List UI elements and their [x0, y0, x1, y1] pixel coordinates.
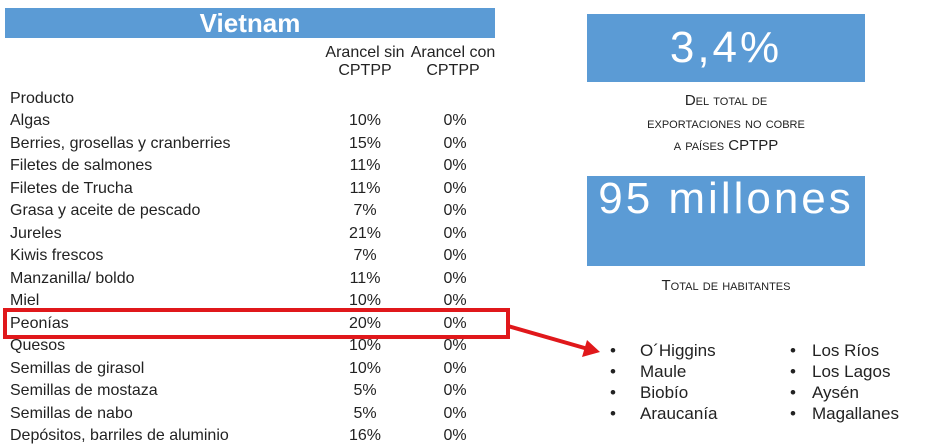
tariff-cell: 0% — [443, 359, 467, 377]
region: O´Higgins — [640, 341, 716, 360]
tariff-cell: 0% — [443, 179, 467, 197]
tariff-cell: 0% — [443, 314, 467, 332]
product-cell: Jureles — [10, 224, 62, 242]
region: Magallanes — [812, 404, 899, 423]
region: Los Lagos — [812, 362, 891, 381]
tariff-cell: 10% — [348, 292, 382, 309]
tariff-cell: 21% — [348, 224, 382, 242]
tariff-cell: 10% — [348, 359, 382, 377]
column-header: Arancel con CPTPP — [410, 44, 496, 79]
region: Biobío — [640, 383, 689, 402]
product-cell: Berries, grosellas y cranberries — [10, 134, 231, 152]
tariff-cell: 0% — [443, 427, 467, 444]
tariff-cell: 15% — [348, 134, 382, 152]
tariff-cell: 11% — [349, 157, 381, 174]
tariff-cell: 0% — [443, 382, 467, 399]
tariff-cell: 5% — [353, 382, 377, 399]
tariff-cell: 20% — [348, 314, 382, 332]
arrow-head — [582, 340, 600, 357]
bullet: • — [610, 341, 616, 360]
tariff-cell: 0% — [443, 202, 467, 219]
stat-caption: exportaciones no cobre — [647, 114, 805, 132]
tariff-cell: 11% — [349, 269, 381, 287]
product-cell: Filetes de salmones — [10, 157, 153, 174]
product-cell: Semillas de mostaza — [10, 382, 158, 399]
stat-caption: Del total de — [684, 92, 768, 109]
stat-caption: Total de habitantes — [661, 277, 791, 294]
table-title: Vietnam — [5, 8, 495, 38]
product-cell: Manzanilla/ boldo — [10, 269, 135, 287]
bullet: • — [790, 404, 796, 423]
column-header: Arancel sin CPTPP — [325, 44, 405, 79]
tariff-cell: 10% — [348, 112, 382, 129]
arrow-line — [507, 324, 589, 351]
product-cell: Depósitos, barriles de aluminio — [10, 427, 229, 444]
product-cell: Grasa y aceite de pescado — [10, 202, 201, 219]
product-cell: Peonías — [10, 314, 69, 332]
tariff-cell: 0% — [443, 269, 467, 287]
tariff-cell: 0% — [443, 134, 467, 152]
tariff-cell: 11% — [349, 179, 381, 197]
highlight-box — [3, 308, 510, 339]
product-cell: Quesos — [10, 337, 66, 354]
region: Araucanía — [640, 404, 718, 423]
product-cell: Semillas de nabo — [10, 404, 133, 422]
region: Los Ríos — [812, 341, 880, 360]
bullet: • — [790, 383, 796, 402]
bullet: • — [790, 362, 796, 381]
column-header: Producto — [10, 90, 75, 107]
region: Aysén — [812, 383, 859, 402]
region: Maule — [640, 362, 687, 381]
bullet: • — [610, 383, 616, 402]
tariff-cell: 7% — [353, 247, 377, 264]
bullet: • — [610, 404, 616, 423]
stat-caption: a países CPTPP — [673, 137, 779, 154]
product-cell: Kiwis frescos — [10, 247, 104, 264]
bullet: • — [610, 362, 616, 381]
tariff-cell: 10% — [348, 337, 382, 354]
tariff-cell: 0% — [443, 337, 467, 354]
tariff-cell: 0% — [443, 292, 467, 309]
tariff-cell: 0% — [443, 247, 467, 264]
tariff-cell: 16% — [348, 427, 382, 444]
tariff-cell: 0% — [443, 157, 467, 174]
stat-box: 3,4% — [587, 14, 865, 82]
stat-box: 95 millones — [587, 176, 865, 266]
product-cell: Miel — [10, 292, 40, 309]
bullet: • — [790, 341, 796, 360]
product-cell: Filetes de Trucha — [10, 179, 133, 197]
tariff-cell: 0% — [443, 112, 467, 129]
product-cell: Algas — [10, 112, 51, 129]
tariff-cell: 5% — [353, 404, 377, 422]
tariff-cell: 0% — [443, 404, 467, 422]
product-cell: Semillas de girasol — [10, 359, 145, 377]
tariff-cell: 0% — [443, 224, 467, 242]
tariff-cell: 7% — [353, 202, 377, 219]
